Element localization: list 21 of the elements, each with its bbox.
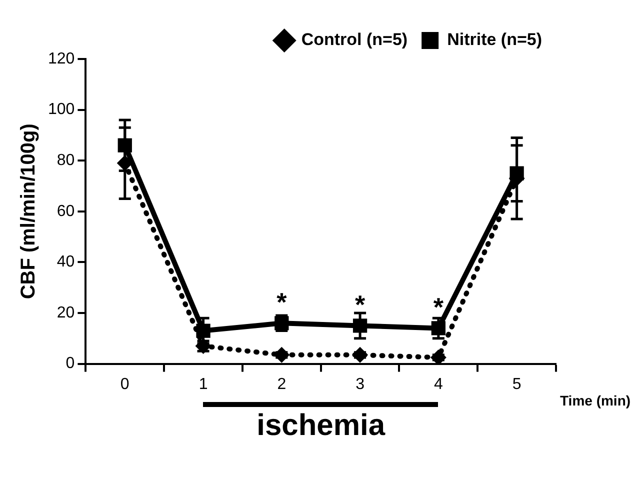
annotation: * — [354, 290, 366, 320]
annotation: * — [433, 292, 444, 322]
y-tick-label: 0 — [66, 355, 75, 372]
y-tick-label: 20 — [56, 304, 75, 322]
x-tick-label: 0 — [120, 376, 130, 393]
text: ischemia — [256, 409, 386, 442]
x-tick-label: 4 — [434, 376, 443, 393]
legend-label: Control (n=5) — [301, 30, 408, 50]
y-axis-title: CBF (ml/min/100g) — [18, 124, 40, 300]
x-tick-label: 2 — [277, 376, 286, 393]
legend-label: Nitrite (n=5) — [447, 30, 542, 50]
y-tick-label: 80 — [56, 152, 75, 170]
y-tick-label: 100 — [48, 101, 75, 118]
y-tick-label: 120 — [48, 50, 75, 68]
y-tick-label: 60 — [56, 202, 75, 220]
x-tick-label: 1 — [198, 376, 208, 393]
y-tick-label: 40 — [56, 254, 75, 271]
x-axis-title: Time (min) — [560, 392, 631, 409]
x-tick-label: 3 — [356, 376, 365, 393]
annotation: * — [276, 287, 288, 318]
x-tick-label: 5 — [512, 376, 522, 393]
